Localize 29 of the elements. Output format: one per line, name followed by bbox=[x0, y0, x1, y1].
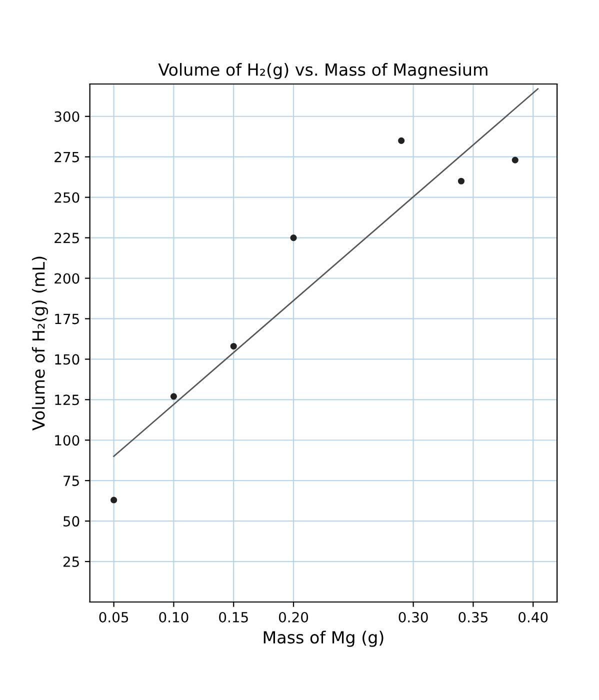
y-tick-label: 200 bbox=[54, 273, 80, 284]
point bbox=[458, 178, 465, 184]
point bbox=[110, 496, 118, 504]
x-tick-label: 0.05 bbox=[99, 612, 128, 622]
y-tick-label: 275 bbox=[54, 152, 79, 162]
x-axis-title: Mass of Mg (g) bbox=[264, 630, 384, 647]
y-tick-label: 75 bbox=[64, 476, 79, 486]
y-tick-label: 225 bbox=[54, 232, 79, 244]
y-tick-label: 175 bbox=[55, 314, 79, 324]
y-axis-title: Volume of H₂(g) (mL) bbox=[32, 256, 48, 431]
point bbox=[398, 137, 405, 144]
x-tick-label: 0.40 bbox=[518, 612, 548, 622]
point bbox=[230, 342, 237, 350]
point bbox=[290, 234, 297, 242]
y-tick-label: 100 bbox=[55, 435, 80, 446]
point bbox=[170, 393, 178, 400]
x-tick-label: 0.30 bbox=[398, 612, 428, 622]
y-tick-label: 250 bbox=[54, 192, 80, 203]
chart-title: Volume of H₂(g) vs. Mass of Magnesium bbox=[158, 63, 488, 80]
x-tick-label: 0.35 bbox=[458, 612, 488, 622]
y-tick-label: 50 bbox=[64, 516, 80, 527]
x-tick-label: 0.10 bbox=[159, 612, 188, 622]
y-tick-label: 125 bbox=[55, 394, 79, 406]
y-tick-label: 150 bbox=[55, 354, 80, 365]
x-tick-label: 0.20 bbox=[278, 612, 308, 622]
point bbox=[512, 156, 518, 164]
x-tick-label: 0.15 bbox=[219, 612, 248, 622]
y-tick-label: 25 bbox=[63, 556, 79, 568]
y-tick-label: 300 bbox=[54, 111, 80, 122]
